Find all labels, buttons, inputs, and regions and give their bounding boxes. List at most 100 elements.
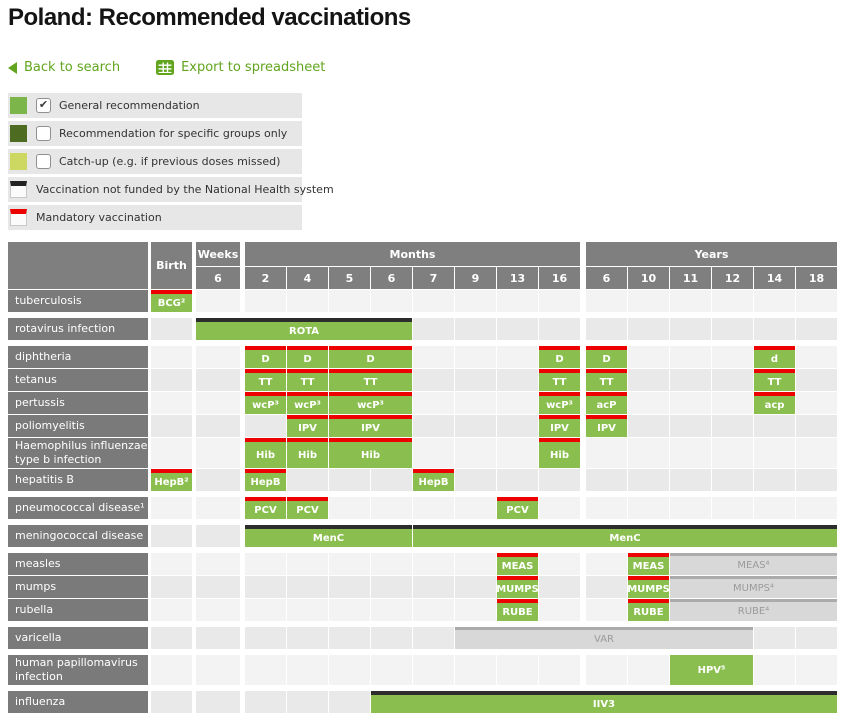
vaccine-cell[interactable]: RUBE — [497, 599, 538, 621]
vaccine-cell[interactable]: RUBE⁴ — [670, 599, 837, 621]
vaccine-cell[interactable]: ROTA — [196, 318, 412, 340]
vaccine-cell[interactable]: TT — [329, 369, 412, 391]
empty-cell — [413, 576, 454, 598]
empty-cell — [329, 691, 370, 713]
table-row: tetanus TT TT TT TT TT TT — [8, 369, 837, 391]
vaccine-cell[interactable]: MenC — [245, 525, 412, 547]
vaccine-cell[interactable]: MEAS⁴ — [670, 553, 837, 575]
empty-cell — [670, 469, 711, 491]
empty-cell — [796, 497, 837, 519]
vaccine-cell[interactable]: IIV3 — [371, 691, 837, 713]
table-row: influenza IIV3 — [8, 691, 837, 713]
vaccine-cell[interactable]: wcP³ — [245, 392, 286, 414]
header-tick: 2 — [245, 267, 286, 289]
empty-cell — [586, 290, 627, 312]
header-tick: 16 — [539, 267, 580, 289]
empty-cell — [497, 415, 538, 437]
empty-cell — [539, 497, 580, 519]
empty-cell — [413, 627, 454, 649]
legend-swatch-top-red-icon — [10, 209, 27, 226]
header-tick: 6 — [196, 267, 240, 289]
empty-cell — [712, 318, 753, 340]
vaccine-cell[interactable]: MenC — [413, 525, 837, 547]
vaccine-cell[interactable]: VAR — [455, 627, 753, 649]
row-label: pneumococcal disease¹ — [8, 497, 148, 519]
back-to-search-link[interactable]: Back to search — [8, 60, 120, 75]
vaccine-cell[interactable]: PCV — [497, 497, 538, 519]
vaccine-cell[interactable]: TT — [287, 369, 328, 391]
vaccine-cell[interactable]: IPV — [586, 415, 627, 437]
vaccine-cell[interactable]: IPV — [287, 415, 328, 437]
row-label: pertussis — [8, 392, 148, 414]
vaccine-cell[interactable]: Hib — [245, 438, 286, 468]
vaccine-cell[interactable]: TT — [539, 369, 580, 391]
empty-cell — [151, 525, 192, 547]
legend-item: Mandatory vaccination — [8, 205, 302, 230]
empty-cell — [670, 290, 711, 312]
header-group-years: Years — [586, 242, 837, 266]
empty-cell — [455, 318, 496, 340]
vaccine-cell[interactable]: D — [539, 346, 580, 368]
empty-cell — [455, 290, 496, 312]
export-to-spreadsheet-link[interactable]: Export to spreadsheet — [156, 60, 325, 75]
vaccine-cell[interactable]: D — [287, 346, 328, 368]
vaccine-cell[interactable]: wcP³ — [287, 392, 328, 414]
vaccine-cell[interactable]: PCV — [287, 497, 328, 519]
row-label: varicella — [8, 627, 148, 649]
empty-cell — [196, 369, 240, 391]
table-row: Haemophilus influenzae type b infection H… — [8, 438, 837, 468]
empty-cell — [455, 438, 496, 468]
empty-cell — [712, 438, 753, 468]
row-label: poliomyelitis — [8, 415, 148, 437]
vaccine-cell[interactable]: Hib — [287, 438, 328, 468]
empty-cell — [539, 655, 580, 685]
empty-cell — [413, 369, 454, 391]
empty-cell — [754, 469, 795, 491]
vaccine-cell[interactable]: MUMPS — [496, 576, 539, 598]
vaccine-cell[interactable]: HepB² — [151, 469, 192, 491]
vaccine-cell[interactable]: MEAS — [497, 553, 538, 575]
empty-cell — [245, 691, 286, 713]
vaccine-cell[interactable]: acp — [754, 392, 795, 414]
empty-cell — [413, 655, 454, 685]
empty-cell — [196, 525, 240, 547]
vaccine-cell[interactable]: TT — [586, 369, 627, 391]
empty-cell — [329, 599, 370, 621]
vaccine-cell[interactable]: MUMPS⁴ — [670, 576, 837, 598]
vaccine-cell[interactable]: PCV — [245, 497, 286, 519]
header-group-weeks: Weeks — [196, 242, 240, 266]
empty-cell — [455, 392, 496, 414]
vaccine-cell[interactable]: acP — [586, 392, 627, 414]
vaccine-cell[interactable]: RUBE — [628, 599, 669, 621]
vaccine-cell[interactable]: D — [329, 346, 412, 368]
vaccine-cell[interactable]: d — [754, 346, 795, 368]
legend-checkbox[interactable] — [36, 154, 51, 169]
vaccine-cell[interactable]: HepB — [245, 469, 286, 491]
legend-swatch-top-black-icon — [10, 181, 27, 198]
vaccine-cell[interactable]: TT — [245, 369, 286, 391]
empty-cell — [754, 655, 795, 685]
vaccine-cell[interactable]: HPV⁵ — [670, 655, 753, 685]
vaccine-cell[interactable]: IPV — [329, 415, 412, 437]
vaccine-cell[interactable]: TT — [754, 369, 795, 391]
vaccine-cell[interactable]: wcP³ — [539, 392, 580, 414]
empty-cell — [712, 369, 753, 391]
vaccine-cell[interactable]: MUMPS — [627, 576, 670, 598]
vaccine-cell[interactable]: D — [245, 346, 286, 368]
vaccine-cell[interactable]: BCG² — [151, 290, 192, 312]
table-row: pertussis wcP³ wcP³ wcP³ wcP³ acP acp — [8, 392, 837, 414]
vaccine-cell[interactable]: Hib — [539, 438, 580, 468]
vaccine-cell[interactable]: wcP³ — [329, 392, 412, 414]
legend-checkbox[interactable]: ✔ — [36, 98, 51, 113]
table-row: poliomyelitis IPV IPV IPV IPV — [8, 415, 837, 437]
vaccine-cell[interactable]: Hib — [329, 438, 412, 468]
empty-cell — [754, 627, 795, 649]
empty-cell — [196, 392, 240, 414]
legend-checkbox[interactable] — [36, 126, 51, 141]
empty-cell — [413, 599, 454, 621]
vaccine-cell[interactable]: IPV — [539, 415, 580, 437]
vaccine-cell[interactable]: MEAS — [628, 553, 669, 575]
vaccine-cell[interactable]: HepB — [413, 469, 454, 491]
vaccine-cell[interactable]: D — [586, 346, 627, 368]
header-tick: 5 — [329, 267, 370, 289]
